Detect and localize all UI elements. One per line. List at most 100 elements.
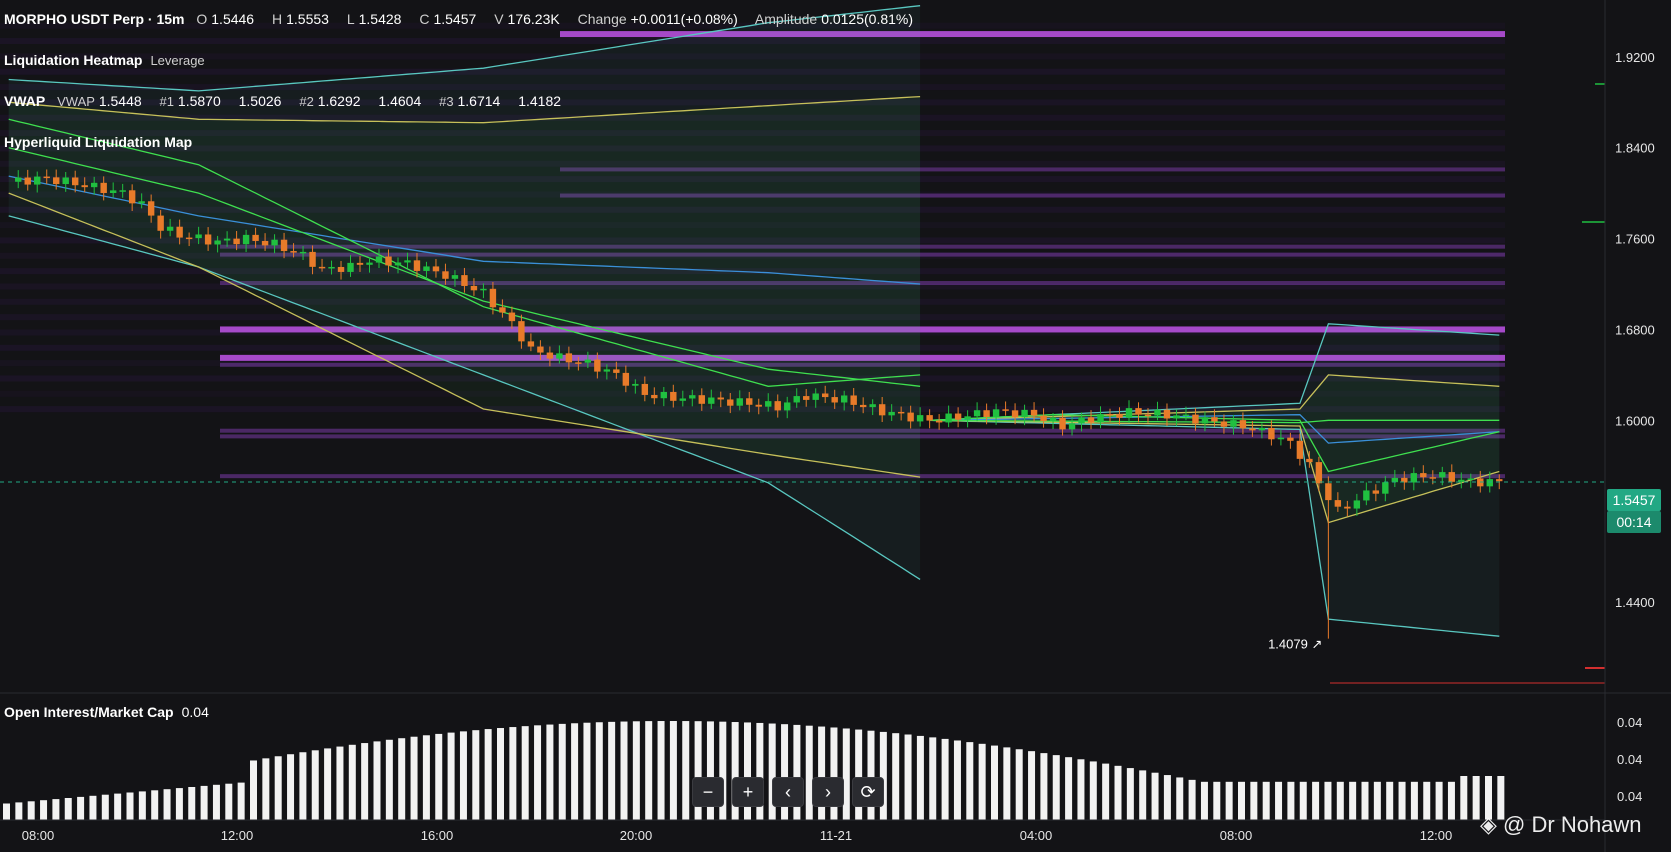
oi-bar xyxy=(1176,777,1184,820)
vwap-indicator-row[interactable]: VWAP VWAP 1.5448 #1 1.5870 1.5026 #2 1.6… xyxy=(4,93,575,109)
open-interest-header[interactable]: Open Interest/Market Cap 0.04 xyxy=(4,704,223,720)
candle-body xyxy=(508,312,516,322)
candle xyxy=(1049,413,1057,430)
zoom-out-button[interactable]: − xyxy=(692,777,724,807)
candle xyxy=(594,352,601,379)
candle-body xyxy=(138,201,145,204)
band1-lower: 1.5026 xyxy=(238,93,282,109)
candle-body xyxy=(204,234,212,245)
candle-body xyxy=(575,362,582,364)
hyperliquid-indicator-row[interactable]: Hyperliquid Liquidation Map xyxy=(4,134,200,150)
band3-upper-line xyxy=(8,5,921,92)
candle xyxy=(708,389,715,409)
candle xyxy=(1002,401,1009,416)
candle xyxy=(1268,420,1275,446)
candle-body xyxy=(1030,409,1038,416)
candle xyxy=(1021,404,1028,426)
price-tick-label: 1.7600 xyxy=(1615,232,1655,247)
heatmap-band xyxy=(0,145,1505,152)
candle xyxy=(432,258,440,278)
candle-body xyxy=(1125,408,1133,418)
oi-bar xyxy=(645,721,653,820)
low-marker-label: 1.4079 ↗ xyxy=(1268,637,1322,652)
candle xyxy=(1458,472,1465,489)
open-interest-bars xyxy=(0,692,1671,820)
high-label: H xyxy=(271,11,283,27)
candle xyxy=(489,281,497,315)
candle-body xyxy=(1382,482,1389,494)
candle xyxy=(822,385,829,403)
candle xyxy=(1125,400,1133,424)
oi-bar xyxy=(1299,781,1307,820)
candle xyxy=(1353,493,1361,516)
candle-body xyxy=(413,260,421,271)
oi-bar xyxy=(546,724,554,820)
heatmap-band xyxy=(0,237,1505,244)
oi-bar xyxy=(632,721,640,820)
liquidation-heatmap-layer xyxy=(0,22,1505,479)
candle-body xyxy=(1372,490,1380,494)
open-value: 1.5446 xyxy=(211,11,255,27)
scroll-left-button[interactable]: ‹ xyxy=(772,777,804,807)
candle-body xyxy=(157,215,164,231)
heatmap-band xyxy=(0,375,1505,382)
candle xyxy=(62,171,69,192)
candle-body xyxy=(1201,417,1209,424)
candle xyxy=(72,170,79,193)
oi-bar xyxy=(706,721,714,820)
candle-body xyxy=(1249,428,1256,431)
symbol-title[interactable]: MORPHO USDT Perp · 15m xyxy=(4,11,185,27)
oi-bar xyxy=(1225,781,1233,820)
candle xyxy=(812,388,819,408)
oi-bar xyxy=(3,803,10,820)
liquidation-level xyxy=(220,428,1505,433)
candle xyxy=(34,171,41,193)
heatmap-indicator-row[interactable]: Liquidation Heatmap Leverage xyxy=(4,52,205,68)
oi-bar xyxy=(274,756,282,820)
oi-bar xyxy=(1114,765,1122,820)
candle-body xyxy=(1163,409,1171,419)
candle-body xyxy=(954,413,962,420)
oi-bar xyxy=(1213,781,1221,820)
candle-body xyxy=(1496,479,1503,482)
candle xyxy=(195,226,202,245)
scroll-right-button[interactable]: › xyxy=(812,777,844,807)
candle-body xyxy=(423,266,430,271)
candle xyxy=(128,184,136,211)
candle-body xyxy=(53,177,60,185)
zoom-in-button[interactable]: + xyxy=(732,777,764,807)
oi-bar xyxy=(15,802,23,820)
candle-body xyxy=(461,275,468,286)
vwap-line xyxy=(8,147,921,387)
candle xyxy=(81,177,88,193)
price-tick-label: 1.8400 xyxy=(1615,141,1655,156)
candle-body xyxy=(964,416,971,420)
vwap-title: VWAP xyxy=(4,93,46,109)
reset-button[interactable]: ⟳ xyxy=(852,777,884,807)
candle xyxy=(470,278,478,296)
candle-body xyxy=(1011,410,1019,418)
candle xyxy=(622,365,630,393)
candle xyxy=(413,252,421,278)
band-fill xyxy=(929,374,1500,523)
candle xyxy=(983,403,990,425)
candle-body xyxy=(784,402,791,411)
candle xyxy=(527,333,535,352)
oi-bar xyxy=(694,721,702,820)
candle-body xyxy=(1429,477,1436,479)
candle xyxy=(698,388,705,411)
band3-label: #3 xyxy=(439,94,454,109)
candle-body xyxy=(394,262,402,266)
candle-body xyxy=(81,185,88,188)
candle-body xyxy=(337,266,345,272)
candle-body xyxy=(717,397,724,400)
candle-body xyxy=(499,307,506,313)
vwap-value: 1.5448 xyxy=(98,93,142,109)
oi-bar xyxy=(1312,781,1320,820)
candle-body xyxy=(840,395,848,403)
candle xyxy=(309,245,316,275)
candle-body xyxy=(252,234,259,241)
candle-body xyxy=(1315,462,1323,484)
band3-lower-line xyxy=(8,215,921,580)
